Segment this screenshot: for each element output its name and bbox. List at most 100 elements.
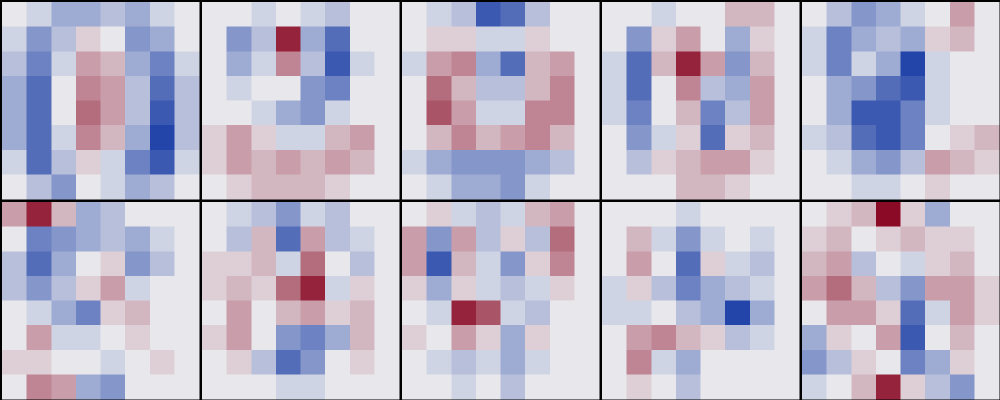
heatmap-cell	[749, 125, 775, 151]
heatmap-cell	[725, 75, 751, 101]
heatmap-cell	[374, 2, 400, 28]
heatmap-cell	[300, 2, 326, 28]
heatmap-cell	[374, 75, 400, 101]
heatmap-cell	[26, 202, 52, 228]
heatmap-cell	[875, 349, 901, 375]
heatmap-cell	[26, 125, 52, 151]
heatmap-cell	[402, 275, 428, 301]
heatmap-cell	[202, 149, 228, 175]
heatmap-cell	[26, 2, 52, 28]
heatmap-cell	[525, 251, 551, 277]
heatmap-cell	[651, 275, 677, 301]
heatmap-cell	[602, 226, 628, 252]
heatmap-cell	[475, 300, 501, 326]
heatmap-cell	[275, 51, 301, 77]
heatmap-cell	[325, 202, 351, 228]
heatmap-cell	[802, 349, 828, 375]
heatmap-cell	[51, 100, 77, 126]
heatmap-cell	[2, 202, 28, 228]
heatmap-cell	[574, 275, 600, 301]
heatmap-cell	[349, 100, 375, 126]
heatmap-cell	[300, 226, 326, 252]
heatmap-cell	[275, 349, 301, 375]
heatmap-cell	[2, 2, 28, 28]
heatmap-cell	[374, 149, 400, 175]
heatmap-cell	[802, 125, 828, 151]
heatmap-cell	[826, 251, 852, 277]
heatmap-cell	[851, 75, 877, 101]
heatmap-cell	[802, 2, 828, 28]
heatmap-cell	[626, 226, 652, 252]
heatmap-cell	[549, 202, 575, 228]
heatmap-cell	[925, 226, 951, 252]
heatmap-cell	[774, 374, 800, 400]
heatmap-cell	[2, 75, 28, 101]
heatmap-cell	[349, 226, 375, 252]
heatmap-cell	[226, 251, 252, 277]
heatmap-cell	[525, 374, 551, 400]
heatmap-cell	[426, 300, 452, 326]
heatmap-cell	[174, 275, 200, 301]
heatmap-cell	[549, 374, 575, 400]
heatmap-cell	[826, 300, 852, 326]
heatmap-cell	[275, 325, 301, 351]
heatmap-cell	[426, 325, 452, 351]
heatmap-cell	[875, 125, 901, 151]
heatmap-cell	[749, 149, 775, 175]
heatmap-cell	[626, 149, 652, 175]
heatmap-cell	[202, 325, 228, 351]
heatmap-cell	[525, 349, 551, 375]
heatmap-cell	[774, 349, 800, 375]
heatmap-cell	[700, 251, 726, 277]
heatmap-cell	[651, 374, 677, 400]
heatmap-cell	[349, 26, 375, 52]
heatmap-cell	[875, 2, 901, 28]
heatmap-cell	[349, 325, 375, 351]
heatmap-cell	[2, 100, 28, 126]
heatmap-cell	[651, 26, 677, 52]
heatmap-cell	[149, 300, 175, 326]
heatmap-cell	[402, 349, 428, 375]
heatmap-cell	[949, 374, 975, 400]
heatmap-cell	[974, 325, 1000, 351]
heatmap-cell	[325, 349, 351, 375]
heatmap-cell	[51, 226, 77, 252]
heatmap-cell	[426, 125, 452, 151]
heatmap-cell	[700, 125, 726, 151]
heatmap-cell	[549, 2, 575, 28]
heatmap-cell	[451, 349, 477, 375]
heatmap-cell	[149, 2, 175, 28]
heatmap-cell	[500, 202, 526, 228]
heatmap-cell	[475, 275, 501, 301]
heatmap-cell	[675, 349, 701, 375]
heatmap-cell	[251, 374, 277, 400]
heatmap-cell	[851, 374, 877, 400]
heatmap-cell	[974, 374, 1000, 400]
heatmap-cell	[300, 275, 326, 301]
heatmap-cell	[875, 149, 901, 175]
heatmap-cell	[451, 149, 477, 175]
heatmap-cell	[749, 300, 775, 326]
heatmap-cell	[851, 251, 877, 277]
heatmap-cell	[300, 149, 326, 175]
heatmap-cell	[900, 2, 926, 28]
heatmap-cell	[174, 125, 200, 151]
heatmap-cell	[949, 75, 975, 101]
heatmap-cell	[402, 374, 428, 400]
heatmap-cell	[174, 26, 200, 52]
heatmap-cell	[2, 174, 28, 200]
heatmap-cell	[749, 226, 775, 252]
heatmap-cell	[202, 174, 228, 200]
heatmap-cell	[925, 325, 951, 351]
heatmap-cell	[851, 125, 877, 151]
heatmap-cell	[300, 300, 326, 326]
heatmap-cell	[925, 75, 951, 101]
heatmap-cell	[226, 226, 252, 252]
heatmap-cell	[174, 51, 200, 77]
heatmap-cell	[500, 349, 526, 375]
heatmap-cell	[700, 226, 726, 252]
heatmap-cell	[174, 202, 200, 228]
heatmap-cell	[949, 149, 975, 175]
heatmap-cell	[402, 174, 428, 200]
